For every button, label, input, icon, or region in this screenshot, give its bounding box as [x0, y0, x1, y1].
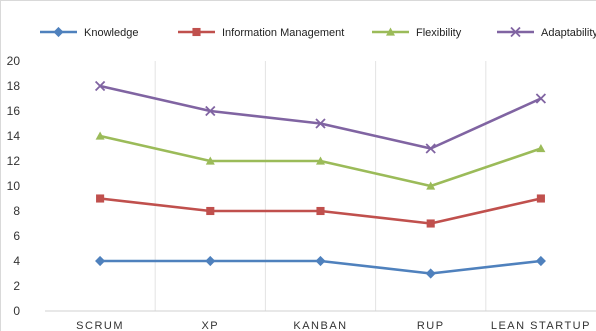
legend-marker — [53, 26, 64, 38]
data-point — [96, 194, 105, 203]
legend-marker — [192, 27, 201, 37]
y-tick-label: 4 — [13, 254, 20, 268]
series-line — [99, 84, 542, 150]
legend-marker — [510, 26, 521, 38]
data-point — [426, 181, 436, 190]
data-point — [425, 268, 436, 279]
x-tick-label: SCRUM — [76, 320, 124, 331]
data-point — [426, 219, 435, 228]
data-point — [536, 194, 545, 203]
data-point — [536, 144, 546, 153]
y-tick-label: 10 — [7, 179, 21, 193]
y-tick-label: 18 — [7, 79, 21, 93]
data-point — [95, 131, 105, 140]
y-tick-label: 12 — [7, 154, 21, 168]
data-point — [206, 206, 215, 216]
data-point — [535, 93, 547, 104]
y-tick-label: 6 — [13, 229, 20, 243]
x-tick-label: KANBAN — [293, 320, 347, 331]
data-point — [205, 105, 216, 117]
data-point — [95, 255, 106, 267]
data-point — [315, 255, 326, 267]
y-tick-label: 2 — [13, 279, 20, 293]
y-tick-label: 20 — [7, 54, 21, 68]
y-tick-label: 14 — [7, 129, 21, 143]
x-tick-label: LEAN STARTUP — [491, 320, 591, 331]
y-tick-label: 16 — [7, 104, 21, 118]
legend-marker — [386, 27, 395, 36]
data-point — [425, 143, 436, 154]
x-tick-label: XP — [201, 320, 219, 331]
legend-label: Information Management — [222, 27, 344, 39]
data-point — [316, 206, 325, 216]
data-point — [316, 156, 325, 165]
data-point — [205, 156, 215, 165]
y-tick-label: 8 — [13, 204, 20, 218]
x-tick-label: RUP — [417, 320, 445, 331]
data-point — [205, 255, 216, 267]
data-point — [315, 118, 326, 129]
legend-label: Flexibility — [416, 27, 462, 39]
legend-label: Adaptability — [541, 27, 596, 39]
legend-label: Knowledge — [84, 27, 138, 39]
y-tick-label: 0 — [13, 304, 20, 318]
data-point — [94, 80, 106, 92]
data-point — [535, 255, 546, 267]
